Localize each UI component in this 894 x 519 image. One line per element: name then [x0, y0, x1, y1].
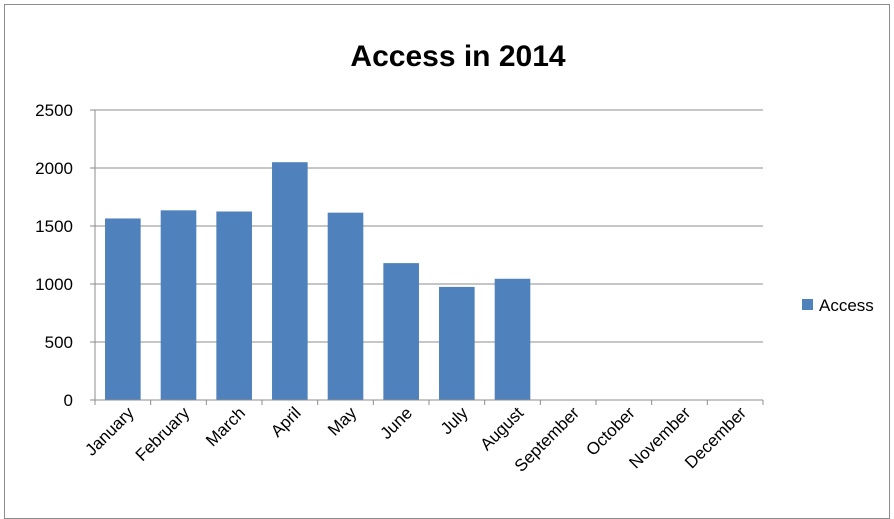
- x-tick-label: August: [476, 403, 527, 454]
- chart-frame: [4, 4, 890, 519]
- axes: [90, 109, 764, 405]
- bar: [327, 212, 364, 400]
- legend: Access: [802, 296, 874, 315]
- x-tick-label: June: [376, 403, 416, 443]
- x-tick-label: March: [202, 403, 249, 450]
- bar: [105, 218, 141, 400]
- x-tick-label: April: [267, 403, 304, 440]
- y-tick-label: 1000: [35, 275, 73, 294]
- bar: [383, 263, 419, 400]
- y-tick-label: 2500: [35, 101, 73, 120]
- x-tick-label: October: [582, 403, 638, 459]
- x-tick-label: February: [132, 403, 194, 465]
- y-tick-label: 1500: [35, 217, 73, 236]
- y-tick-labels: 0 500 1000 1500 2000 2500: [35, 101, 73, 410]
- y-tick-label: 0: [64, 391, 73, 410]
- x-tick-label: July: [437, 403, 472, 438]
- bars: [105, 162, 531, 400]
- x-tick-label: January: [81, 403, 138, 460]
- y-tick-label: 2000: [35, 159, 73, 178]
- bar: [494, 278, 531, 400]
- bar: [272, 162, 308, 400]
- chart-title: Access in 2014: [350, 40, 565, 73]
- x-tick-label: December: [681, 403, 750, 472]
- bar: [160, 210, 197, 400]
- legend-label-access: Access: [819, 296, 874, 315]
- x-tick-label: May: [324, 403, 360, 439]
- gridlines: [95, 109, 763, 343]
- bar: [439, 286, 475, 400]
- bar: [216, 211, 252, 400]
- legend-swatch-access: [802, 299, 813, 310]
- y-tick-label: 500: [45, 333, 73, 352]
